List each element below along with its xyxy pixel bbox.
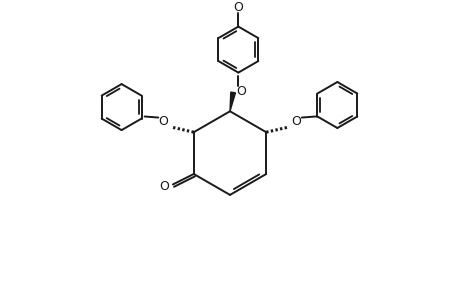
Text: O: O: [158, 115, 168, 128]
Polygon shape: [230, 92, 235, 111]
Text: O: O: [159, 180, 169, 193]
Text: O: O: [236, 85, 246, 98]
Text: O: O: [291, 115, 301, 128]
Text: O: O: [233, 1, 243, 14]
